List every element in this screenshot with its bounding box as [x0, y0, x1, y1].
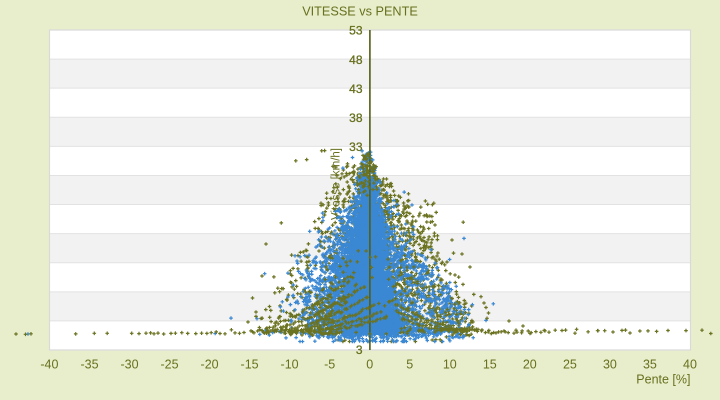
svg-text:-40: -40 [40, 358, 58, 372]
svg-text:-25: -25 [160, 358, 178, 372]
svg-text:-35: -35 [80, 358, 98, 372]
svg-text:35: 35 [643, 358, 657, 372]
svg-text:25: 25 [563, 358, 577, 372]
svg-text:-5: -5 [324, 358, 335, 372]
svg-text:5: 5 [406, 358, 413, 372]
svg-text:-20: -20 [201, 358, 219, 372]
svg-text:Pente [%]: Pente [%] [636, 373, 690, 387]
svg-text:48: 48 [349, 53, 363, 67]
svg-text:-15: -15 [241, 358, 259, 372]
svg-text:3: 3 [356, 343, 363, 357]
svg-text:43: 43 [349, 82, 363, 96]
svg-text:53: 53 [349, 24, 363, 38]
svg-text:20: 20 [523, 358, 537, 372]
svg-text:30: 30 [603, 358, 617, 372]
svg-text:15: 15 [483, 358, 497, 372]
svg-text:10: 10 [443, 358, 457, 372]
svg-text:-10: -10 [281, 358, 299, 372]
svg-text:-30: -30 [120, 358, 138, 372]
svg-text:38: 38 [349, 111, 363, 125]
svg-text:VITESSE vs PENTE: VITESSE vs PENTE [302, 5, 418, 19]
svg-text:40: 40 [683, 358, 697, 372]
svg-text:33: 33 [349, 140, 363, 154]
svg-text:0: 0 [366, 358, 373, 372]
